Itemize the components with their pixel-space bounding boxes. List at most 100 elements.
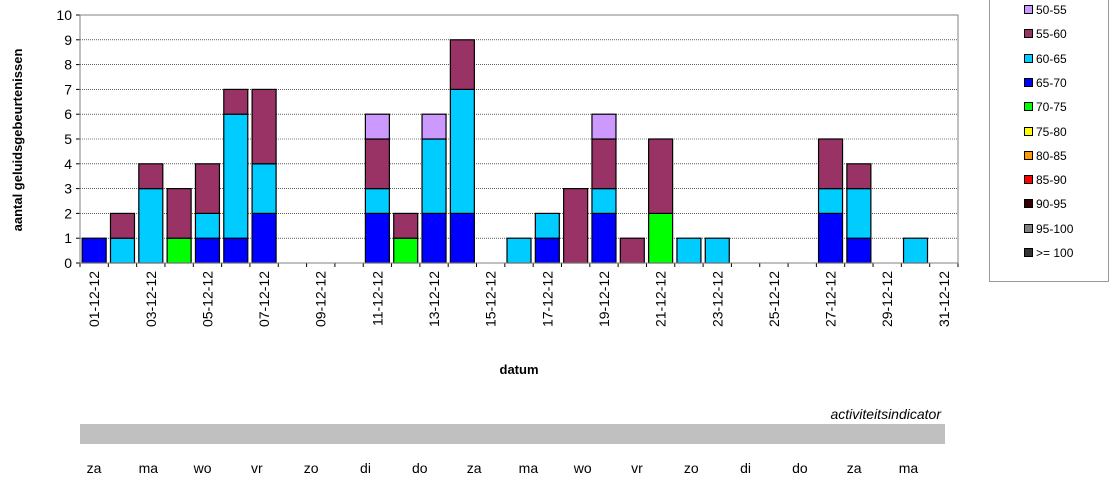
legend-swatch: [1024, 5, 1033, 14]
bar-segment-60-65: [676, 237, 702, 264]
legend-swatch: [1024, 53, 1033, 63]
weekday-label: di: [740, 460, 752, 476]
bar-segment-55-60: [251, 88, 277, 165]
y-tick-labels: 0 1 2 3 4 5 6 7 8 9 10: [56, 7, 72, 271]
weekday-label: za: [86, 460, 102, 476]
legend-label: 55-60: [1036, 27, 1067, 42]
legend-label: 70-75: [1036, 100, 1067, 115]
legend-swatch: [1024, 150, 1033, 160]
x-tick-label: 25-12-12: [766, 271, 782, 327]
bar-segment-50-55: [364, 113, 390, 140]
bar-segment-55-60: [846, 163, 872, 190]
x-tick-label: 01-12-12: [86, 271, 102, 327]
activity-indicator-bar: [80, 424, 945, 444]
legend-swatch: [1024, 199, 1033, 209]
x-tick-label: 23-12-12: [709, 271, 725, 327]
legend-item: 80-85: [1024, 149, 1067, 163]
legend-item: >= 100: [1024, 246, 1073, 260]
x-tick-label: 07-12-12: [256, 271, 272, 327]
legend: 50-55 55-60 60-65 65-70 70-75 75-80 80-85 85-90…: [989, 0, 1109, 282]
bar-segment-65-70: [449, 212, 475, 264]
legend-item: 50-55: [1024, 3, 1067, 17]
bar-segment-65-70: [534, 237, 560, 264]
bar-segment-60-65: [846, 188, 872, 239]
bar-segment-55-60: [563, 188, 589, 264]
weekday-label: do: [412, 460, 428, 476]
x-tick-label: 21-12-12: [653, 271, 669, 327]
bar-segment-55-60: [817, 138, 844, 190]
bar-segment-70-75: [166, 237, 192, 264]
bar-segment-65-70: [81, 237, 107, 264]
bar-segment-70-75: [648, 212, 674, 264]
y-tick-label: 0: [64, 255, 72, 271]
x-tick-label: 05-12-12: [199, 271, 215, 327]
weekday-label: zo: [303, 460, 319, 476]
bar-segment-65-70: [846, 237, 872, 264]
bar-segment-55-60: [648, 138, 674, 215]
bar-segment-55-60: [364, 138, 390, 190]
legend-label: 50-55: [1036, 3, 1067, 17]
bar-segment-65-70: [194, 237, 221, 264]
weekday-label: do: [792, 460, 808, 476]
legend-swatch: [1024, 248, 1033, 257]
weekday-label: za: [846, 460, 862, 476]
x-tick-label: 13-12-12: [426, 271, 442, 327]
legend-label: 95-100: [1036, 221, 1074, 236]
bar-segment-60-65: [534, 212, 560, 239]
x-tick-label: 11-12-12: [369, 271, 385, 326]
bar-segment-60-65: [506, 237, 532, 264]
bar-segment-55-60: [138, 163, 164, 190]
bar-segment-65-70: [364, 212, 390, 264]
bar-segment-65-70: [817, 212, 844, 264]
bar-segment-60-65: [421, 138, 447, 215]
x-tick-label: 31-12-12: [936, 271, 952, 327]
legend-swatch: [1024, 126, 1033, 136]
y-tick-label: 6: [64, 106, 72, 122]
y-tick-label: 10: [56, 7, 72, 23]
x-tick-label: 15-12-12: [483, 271, 499, 327]
y-tick-label: 9: [64, 32, 72, 48]
bar-segment-50-55: [591, 113, 617, 140]
y-tick-label: 4: [64, 156, 72, 172]
x-axis-label: datum: [500, 362, 539, 377]
weekday-label: ma: [518, 460, 539, 476]
y-axis-label: aantal geluidsgebeurtenissen: [10, 49, 25, 232]
legend-label: 60-65: [1036, 51, 1067, 66]
bar-segment-60-65: [704, 237, 730, 264]
bar-segment-60-65: [449, 88, 475, 215]
y-tick-label: 2: [64, 205, 72, 221]
x-tick-label: 03-12-12: [143, 271, 159, 327]
x-tick-label: 29-12-12: [879, 271, 895, 327]
legend-item: 60-65: [1024, 52, 1067, 66]
y-tick-label: 8: [64, 57, 72, 73]
x-tick-label: 17-12-12: [539, 271, 555, 327]
bar-segment-70-75: [393, 237, 419, 264]
weekday-label: wo: [193, 460, 212, 476]
legend-label: >= 100: [1036, 246, 1074, 260]
y-tick-label: 7: [64, 81, 72, 97]
x-tick-label: 09-12-12: [313, 271, 329, 327]
y-tick-label: 1: [64, 230, 72, 246]
legend-label: 65-70: [1036, 75, 1067, 90]
weekday-label: zo: [683, 460, 699, 476]
legend-label: 80-85: [1036, 148, 1067, 163]
y-tick-label: 3: [64, 181, 72, 197]
bar-segment-55-60: [591, 138, 617, 190]
legend-item: 90-95: [1024, 197, 1067, 211]
bar-segment-55-60: [109, 212, 136, 239]
x-tick-labels: 01-12-12 03-12-12 05-12-12 07-12-12 09-12-12…: [86, 271, 952, 327]
bars: [81, 39, 929, 264]
x-tick-label: 27-12-12: [823, 271, 839, 327]
bar-segment-60-65: [194, 212, 221, 239]
legend-label: 85-90: [1036, 173, 1067, 188]
bar-segment-60-65: [591, 188, 617, 215]
bar-segment-60-65: [364, 188, 390, 215]
activity-indicator-label: activiteitsindicator: [830, 406, 942, 422]
weekday-label: za: [466, 460, 482, 476]
bar-segment-50-55: [421, 113, 447, 140]
legend-swatch: [1024, 77, 1033, 87]
bar-segment-55-60: [194, 163, 221, 215]
x-tick-label: 19-12-12: [596, 271, 612, 327]
bar-segment-60-65: [817, 188, 844, 215]
